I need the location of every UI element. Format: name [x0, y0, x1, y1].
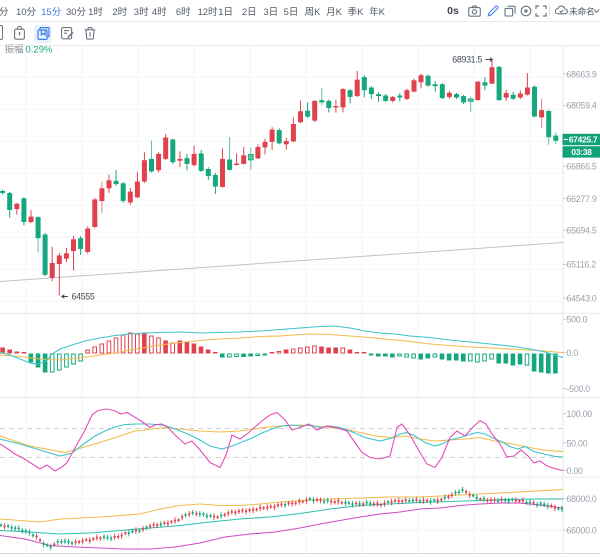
svg-text:65116.2: 65116.2 — [567, 260, 597, 270]
svg-text:66277.9: 66277.9 — [567, 194, 597, 204]
svg-text:0.0: 0.0 — [567, 348, 579, 358]
svg-text:0.00: 0.00 — [567, 466, 583, 476]
svg-text:64555: 64555 — [72, 292, 95, 302]
svg-text:振幅: 振幅 — [5, 43, 25, 55]
svg-text:68931.5: 68931.5 — [452, 55, 482, 65]
svg-text:65694.5: 65694.5 — [567, 226, 597, 236]
svg-text:03:38: 03:38 — [571, 147, 592, 157]
svg-text:100.00: 100.00 — [567, 409, 593, 419]
svg-text:67425.7: 67425.7 — [569, 135, 598, 145]
svg-text:-500.0: -500.0 — [567, 384, 591, 394]
svg-text:64543.0: 64543.0 — [567, 294, 597, 304]
svg-text:68000.0: 68000.0 — [567, 494, 597, 504]
svg-text:500.0: 500.0 — [567, 315, 588, 325]
svg-text:68663.9: 68663.9 — [567, 69, 597, 79]
svg-text:50.00: 50.00 — [567, 438, 588, 448]
svg-text:68059.4: 68059.4 — [567, 101, 597, 111]
svg-text:66000.0: 66000.0 — [567, 525, 597, 535]
svg-text:0.29%: 0.29% — [26, 44, 53, 55]
svg-text:66866.5: 66866.5 — [567, 162, 597, 172]
